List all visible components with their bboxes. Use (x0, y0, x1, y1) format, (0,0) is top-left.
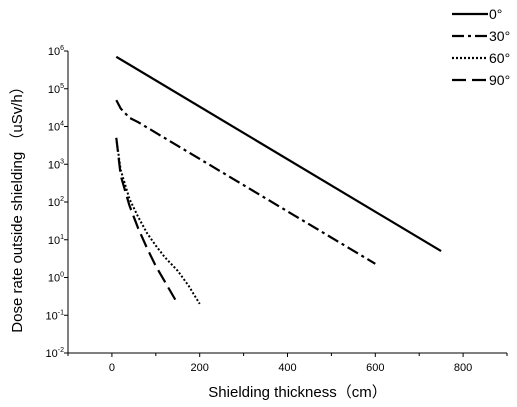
y-tick-label: 10-2 (46, 347, 65, 360)
legend-label-0: 0° (489, 6, 502, 22)
x-tick-label: 600 (366, 362, 384, 374)
legend-label-3: 90° (489, 72, 510, 88)
series-line-1 (115, 99, 376, 265)
x-tick-label: 200 (191, 362, 209, 374)
y-tick-label: 101 (48, 234, 64, 247)
y-tick-label: 106 (48, 45, 64, 58)
series-line-0 (115, 55, 442, 253)
y-tick-label: 105 (48, 83, 64, 96)
x-axis: 0 200 400 600 800 (67, 352, 508, 374)
y-tick-label: 100 (48, 272, 64, 285)
x-tick-label: 0 (109, 362, 115, 374)
y-axis-title: Dose rate outside shielding （uSv/h） (9, 79, 26, 332)
y-axis: 106 105 104 103 102 101 100 10-1 10-2 (46, 45, 69, 360)
x-axis-title: Shielding thickness（cm） (208, 384, 386, 401)
series-line-3 (115, 137, 177, 301)
x-tick-label: 400 (278, 362, 296, 374)
legend-label-2: 60° (489, 50, 510, 66)
legend: 0° 30° 60° 90° (452, 6, 510, 88)
y-tick-label: 104 (48, 121, 64, 134)
x-tick-label: 800 (454, 362, 472, 374)
y-tick-label: 10-1 (46, 309, 65, 322)
legend-label-1: 30° (489, 28, 510, 44)
y-tick-label: 102 (48, 196, 64, 209)
series-layer (115, 55, 442, 305)
series-line-2 (115, 137, 201, 305)
y-tick-label: 103 (48, 158, 64, 171)
